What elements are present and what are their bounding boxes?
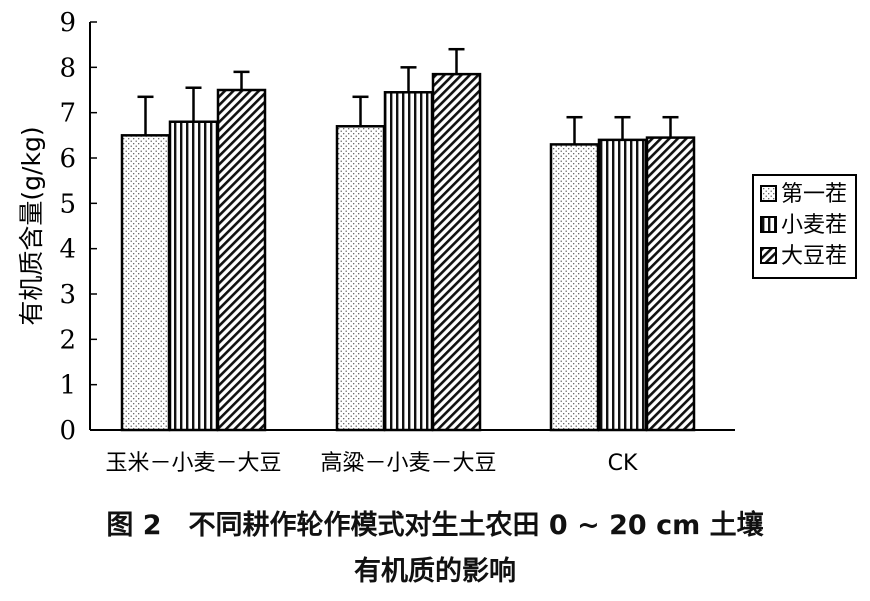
legend-label: 小麦茬 <box>781 213 847 238</box>
y-tick-label: 5 <box>59 189 76 219</box>
x-tick-label: 玉米－小麦－大豆 <box>105 451 281 476</box>
legend-label: 大豆茬 <box>781 244 847 269</box>
y-tick-label: 9 <box>59 8 76 38</box>
legend-swatch <box>760 216 777 233</box>
bars <box>120 72 696 432</box>
axes: 0 1 2 3 4 5 6 7 8 9 有机质含量(g/kg) 玉米－小麦－大豆 高粱－小麦－大豆 CK <box>17 8 735 476</box>
y-tick-label: 0 <box>59 416 76 446</box>
y-tick-label: 6 <box>59 144 76 174</box>
bar <box>168 120 219 432</box>
bar <box>335 125 386 432</box>
caption-line-2: 有机质的影响 <box>354 556 516 587</box>
y-tick-label: 2 <box>59 325 76 355</box>
x-tick-label: CK <box>608 451 638 476</box>
y-tick-label: 3 <box>59 280 76 310</box>
y-tick-label: 8 <box>59 53 76 83</box>
x-tick-label: 高粱－小麦－大豆 <box>320 451 496 476</box>
y-tick-label: 4 <box>59 235 76 265</box>
legend-swatch <box>760 247 777 264</box>
y-axis-label: 有机质含量(g/kg) <box>17 126 46 325</box>
bar <box>597 138 648 432</box>
bar <box>431 72 482 432</box>
error-bars <box>137 47 679 145</box>
legend-label: 第一茬 <box>781 182 847 207</box>
caption-line-1: 图 2 不同耕作轮作模式对生土农田 0 ~ 20 cm 土壤 <box>106 510 764 541</box>
bar <box>216 88 267 432</box>
bar <box>120 134 171 432</box>
bar <box>383 91 434 432</box>
legend-swatch <box>760 185 777 202</box>
bar <box>645 136 696 432</box>
y-tick-label: 1 <box>59 371 76 401</box>
bar <box>549 143 600 432</box>
y-tick-label: 7 <box>59 99 76 129</box>
